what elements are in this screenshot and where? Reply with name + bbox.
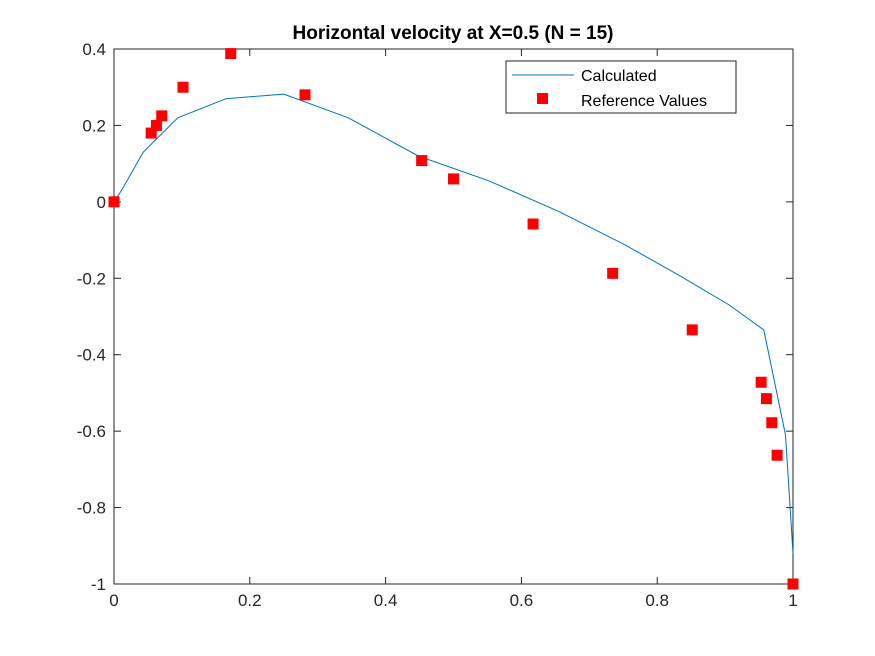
reference-point xyxy=(607,267,619,279)
reference-point xyxy=(416,155,428,167)
legend: Calculated Reference Values xyxy=(505,60,737,114)
legend-swatch-reference-values xyxy=(537,93,548,104)
reference-point xyxy=(225,48,237,60)
y-tick-label: -0.4 xyxy=(77,346,106,365)
y-tick-label: 0 xyxy=(97,193,106,212)
reference-point xyxy=(760,393,772,405)
y-tick-label: 0.4 xyxy=(82,40,106,59)
reference-point xyxy=(156,110,168,122)
reference-point xyxy=(177,81,189,93)
reference-point xyxy=(150,119,162,131)
y-tick-label: -0.6 xyxy=(77,422,106,441)
x-tick-label: 1 xyxy=(788,591,797,610)
chart-title: Horizontal velocity at X=0.5 (N = 15) xyxy=(293,23,614,44)
legend-label-calculated: Calculated xyxy=(581,68,657,85)
series-layer xyxy=(108,48,799,590)
reference-point xyxy=(527,218,539,230)
reference-point xyxy=(299,89,311,101)
reference-point xyxy=(145,127,157,139)
x-tick-label: 0.8 xyxy=(645,591,669,610)
y-tick-label: -0.8 xyxy=(77,499,106,518)
x-tick-label: 0.2 xyxy=(238,591,262,610)
reference-point xyxy=(755,376,767,388)
y-tick-label: -0.2 xyxy=(77,269,106,288)
y-axis: 0.4 0.2 0 -0.2 -0.4 -0.6 -0.8 -1 xyxy=(77,40,793,594)
reference-point xyxy=(686,324,698,336)
reference-point xyxy=(787,578,799,590)
x-tick-label: 0 xyxy=(109,591,118,610)
series-line-calculated xyxy=(113,93,794,554)
reference-point xyxy=(108,196,120,208)
legend-box xyxy=(505,60,737,114)
y-tick-label: -1 xyxy=(91,575,106,594)
reference-point xyxy=(448,173,459,185)
reference-point xyxy=(771,449,783,461)
x-axis: 0 0.2 0.4 0.6 0.8 1 xyxy=(109,49,798,610)
plot-area xyxy=(113,48,794,585)
y-tick-label: 0.2 xyxy=(82,116,106,135)
x-tick-label: 0.4 xyxy=(374,591,398,610)
x-tick-label: 0.6 xyxy=(510,591,534,610)
reference-point xyxy=(766,417,778,429)
legend-label-reference-values: Reference Values xyxy=(581,93,707,110)
